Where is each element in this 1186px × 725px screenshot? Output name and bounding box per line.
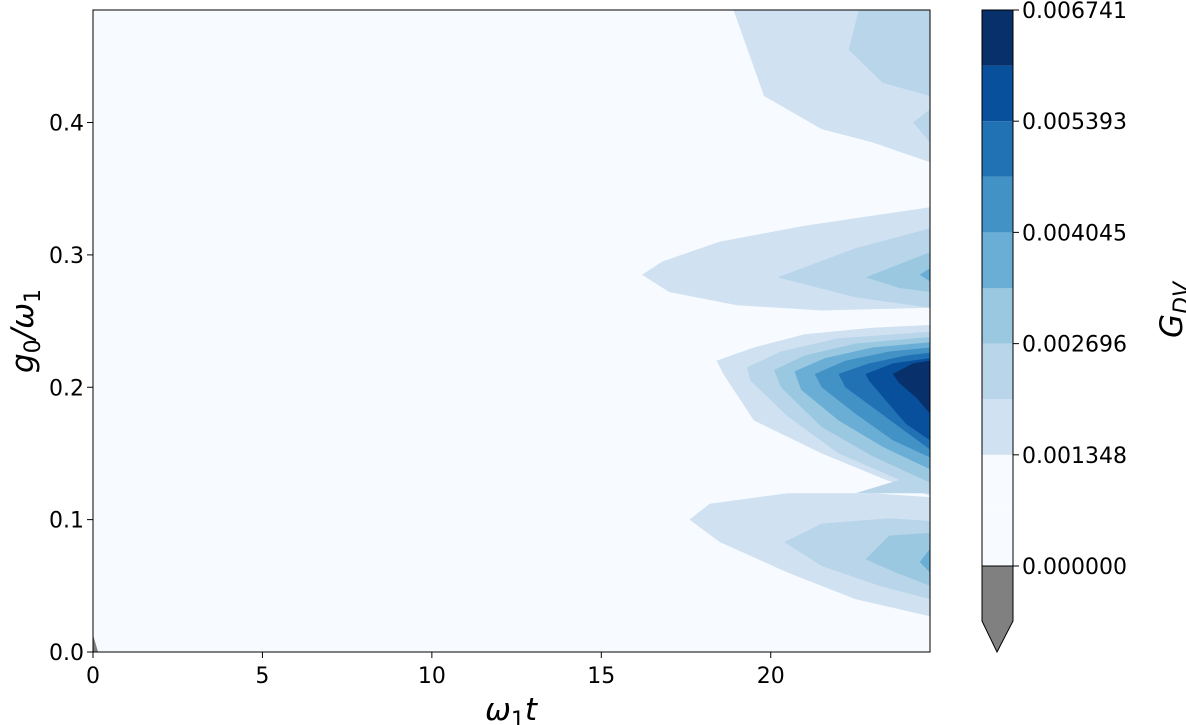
colorbar-band xyxy=(982,176,1013,233)
colorbar-tick-label: 0.005393 xyxy=(1022,110,1127,135)
colorbar-band xyxy=(982,232,1013,289)
x-tick-label: 0 xyxy=(86,664,100,689)
colorbar-tick-label: 0.002696 xyxy=(1022,333,1127,358)
y-tick-label: 0.0 xyxy=(49,641,84,666)
colorbar-band xyxy=(982,10,1013,66)
colorbar-band xyxy=(982,343,1013,400)
colorbar-ticks: 0.000000 0.001348 0.002696 0.004045 0.005393… xyxy=(1013,0,1127,580)
contour-region-level-4 xyxy=(919,268,930,282)
y-tick-label: 0.3 xyxy=(49,244,84,269)
colorbar-bands xyxy=(982,10,1013,652)
contour-regions xyxy=(93,10,930,652)
colorbar-label: GDV xyxy=(1154,280,1186,338)
y-tick-label: 0.2 xyxy=(49,376,84,401)
contour-region-level-2 xyxy=(848,10,930,96)
colorbar-tick-label: 0.001348 xyxy=(1022,444,1127,469)
x-tick-label: 5 xyxy=(255,664,269,689)
x-tick-label: 10 xyxy=(418,664,446,689)
colorbar-band xyxy=(982,510,1013,566)
colorbar-band xyxy=(982,399,1013,455)
y-axis-label: g0/ω1 xyxy=(5,289,46,373)
plot-area: 0 5 10 15 20 0.0 0.1 0.2 0.3 0.4 xyxy=(49,9,931,689)
x-axis-label: ω1t xyxy=(485,692,539,725)
colorbar-tick-label: 0.004045 xyxy=(1022,221,1127,246)
contour-region-level-8 xyxy=(892,360,930,414)
contour-region-level-0 xyxy=(93,634,99,652)
colorbar-band-under xyxy=(982,566,1013,652)
x-tick-label: 15 xyxy=(587,664,615,689)
plot-frame xyxy=(92,9,931,653)
x-axis-ticks: 0 5 10 15 20 xyxy=(86,652,785,689)
contour-region-level-3 xyxy=(865,532,930,586)
colorbar-tick-label: 0.000000 xyxy=(1022,555,1127,580)
colorbar-frame xyxy=(981,9,1014,567)
colorbar-band xyxy=(982,121,1013,177)
colorbar-band xyxy=(982,454,1013,511)
contour-region-level-4 xyxy=(919,548,930,573)
y-tick-label: 0.4 xyxy=(49,112,84,137)
colorbar-tick-label: 0.006741 xyxy=(1022,0,1127,24)
colorbar-band xyxy=(982,65,1013,122)
y-tick-label: 0.1 xyxy=(49,509,84,534)
contour-region-level-2 xyxy=(777,228,930,308)
y-axis-ticks: 0.0 0.1 0.2 0.3 0.4 xyxy=(49,112,93,666)
colorbar-band xyxy=(982,288,1013,344)
colorbar: 0.000000 0.001348 0.002696 0.004045 0.005393… xyxy=(981,0,1127,654)
contour-region-level-3 xyxy=(865,252,930,292)
x-tick-label: 20 xyxy=(757,664,785,689)
contour-region-level-2 xyxy=(913,109,930,143)
